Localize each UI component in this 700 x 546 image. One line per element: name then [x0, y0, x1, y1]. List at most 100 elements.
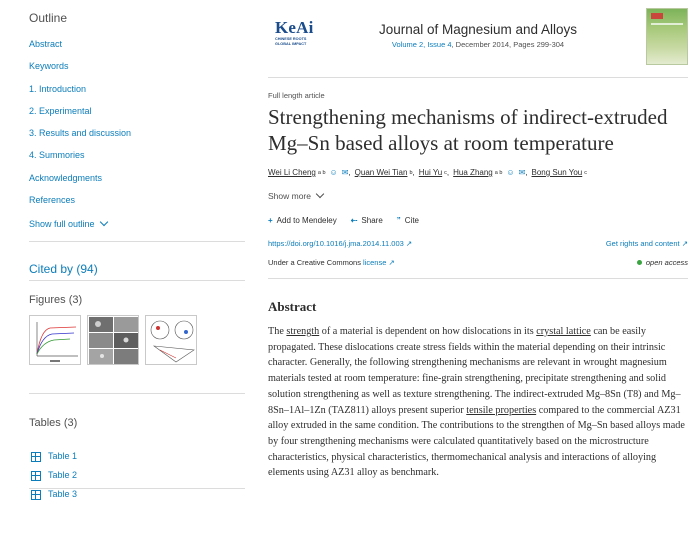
- journal-info: Journal of Magnesium and Alloys Volume 2…: [268, 22, 688, 49]
- author-affiliation: c: [444, 169, 447, 176]
- figures-title: Figures (3): [29, 294, 83, 307]
- term-link-strength[interactable]: strength: [286, 326, 320, 337]
- outline-title: Outline: [29, 11, 68, 25]
- article-type: Full length article: [268, 91, 325, 100]
- term-link-tensile-properties[interactable]: tensile properties: [466, 404, 537, 416]
- chevron-down-icon: [315, 189, 325, 199]
- abstract-fragment: The: [268, 326, 287, 337]
- doi-text: https://doi.org/10.1016/j.jma.2014.11.00…: [268, 239, 404, 248]
- plus-icon: +: [268, 216, 273, 225]
- table-link-3[interactable]: Table 3: [29, 485, 245, 504]
- rights-text: Get rights and content: [605, 239, 680, 248]
- journal-title[interactable]: Journal of Magnesium and Alloys: [378, 22, 578, 37]
- table-link-label: Table 1: [48, 451, 78, 462]
- author-affiliation: b: [409, 169, 413, 176]
- table-link-label: Table 2: [48, 470, 78, 481]
- show-full-outline-label: Show full outline: [29, 219, 95, 230]
- line-graph-thumbnail-icon: [36, 322, 78, 363]
- outline-item-acknowledgments[interactable]: Acknowledgments: [29, 172, 103, 183]
- keai-logo[interactable]: KeAi CHINESE ROOTS GLOBAL IMPACT: [275, 19, 317, 46]
- license-prefix: Under a Creative Commons: [268, 258, 364, 267]
- show-full-outline-button[interactable]: Show full outline: [29, 211, 245, 241]
- table-link-1[interactable]: Table 1: [29, 447, 245, 466]
- author-link[interactable]: Wei Li Cheng: [268, 168, 316, 177]
- show-more-label: Show more: [268, 191, 311, 201]
- outline-item-introduction[interactable]: 1. Introduction: [29, 83, 87, 94]
- author-affiliation: a b: [494, 169, 503, 176]
- table-icon: [31, 451, 41, 462]
- journal-cover-image[interactable]: [646, 8, 688, 65]
- author-affiliation: c: [584, 169, 587, 176]
- quote-icon: ”: [396, 216, 401, 225]
- tables-list: Table 1 Table 2 Table 3: [29, 447, 245, 520]
- figure-thumbnails: [29, 315, 245, 393]
- outline-item-results[interactable]: 3. Results and discussion: [29, 128, 132, 139]
- article-actions: + Add to Mendeley ⇠ Share ” Cite: [268, 216, 688, 225]
- share-label: Share: [361, 216, 383, 225]
- table-icon: [31, 470, 41, 481]
- author-list: Wei Li Cheng a b ☺ ✉, Quan Wei Tian b, Hui …: [268, 168, 587, 177]
- external-link-icon: ↗: [405, 239, 413, 248]
- outline-item-references[interactable]: References: [29, 195, 76, 206]
- article-title: Strengthening mechanisms of indirect-ext…: [268, 105, 668, 155]
- outline-list: Abstract Keywords 1. Introduction 2. Exp…: [29, 33, 245, 211]
- outline-item-abstract[interactable]: Abstract: [29, 39, 63, 49]
- external-link-icon: ↗: [388, 258, 395, 267]
- date-pages: , December 2014, Pages 299-304: [451, 40, 565, 49]
- figure-thumbnail-3[interactable]: [145, 315, 197, 366]
- chevron-down-icon: [99, 218, 108, 227]
- tables-section: Tables (3) Table 1 Table 2 Table 3: [29, 394, 245, 520]
- external-link-icon: ↗: [681, 239, 688, 248]
- logo-subtitle: CHINESE ROOTS GLOBAL IMPACT: [275, 37, 307, 46]
- add-to-mendeley-button[interactable]: + Add to Mendeley: [268, 216, 337, 225]
- abstract-fragment: of a material is dependent on how disloc…: [319, 326, 537, 337]
- email-icon[interactable]: ✉: [341, 168, 349, 177]
- outline-item-experimental[interactable]: 2. Experimental: [29, 105, 92, 116]
- doi-row: https://doi.org/10.1016/j.jma.2014.11.00…: [268, 239, 688, 248]
- share-button[interactable]: ⇠ Share: [351, 216, 383, 225]
- author-link[interactable]: Quan Wei Tian: [354, 168, 408, 177]
- author-affiliation: a b: [317, 169, 326, 176]
- outline-section: Outline Abstract Keywords 1. Introductio…: [29, 0, 245, 243]
- table-link-label: Table 3: [48, 489, 78, 500]
- micrograph-thumbnail-icon: [89, 317, 138, 365]
- abstract-title: Abstract: [268, 299, 317, 314]
- pole-figure-thumbnail-icon: [150, 321, 195, 363]
- person-icon[interactable]: ☺: [329, 168, 338, 177]
- cited-by-link[interactable]: Cited by (94): [29, 262, 98, 277]
- abstract-fragment: compared to the commercial AZ31 alloy ex…: [268, 404, 685, 479]
- outline-item-keywords[interactable]: Keywords: [29, 61, 69, 72]
- author-link[interactable]: Bong Sun You: [531, 168, 583, 177]
- abstract-text: The strength of a material is dependent …: [268, 324, 688, 481]
- open-access-label: open access: [645, 258, 688, 267]
- email-icon[interactable]: ✉: [518, 168, 526, 177]
- volume-issue-link[interactable]: Volume 2, Issue 4: [391, 40, 452, 49]
- license-row: Under a Creative Commons license ↗ open …: [268, 258, 688, 279]
- article-main: KeAi CHINESE ROOTS GLOBAL IMPACT Journal…: [268, 0, 688, 481]
- license-link[interactable]: license: [363, 258, 387, 267]
- show-more-button[interactable]: Show more: [268, 189, 688, 201]
- tables-title: Tables (3): [29, 417, 78, 430]
- person-icon[interactable]: ☺: [506, 168, 515, 177]
- term-link-crystal-lattice[interactable]: crystal lattice: [536, 326, 591, 337]
- abstract-fragment: can be easily propagated. These dislocat…: [268, 326, 681, 416]
- figure-thumbnail-2[interactable]: [87, 315, 139, 366]
- rights-link[interactable]: Get rights and content ↗: [606, 239, 688, 248]
- sidebar: Outline Abstract Keywords 1. Introductio…: [0, 0, 248, 546]
- share-icon: ⇠: [350, 216, 358, 225]
- author-link[interactable]: Hua Zhang: [453, 168, 493, 177]
- table-link-2[interactable]: Table 2: [29, 466, 245, 485]
- author-link[interactable]: Hui Yu: [418, 168, 443, 177]
- cite-label: Cite: [404, 216, 420, 225]
- figure-thumbnail-1[interactable]: [29, 315, 81, 366]
- cited-by-section: Cited by (94): [29, 242, 245, 282]
- outline-item-summories[interactable]: 4. Summories: [29, 150, 85, 161]
- journal-header: KeAi CHINESE ROOTS GLOBAL IMPACT Journal…: [268, 0, 688, 78]
- table-icon: [31, 489, 41, 500]
- figures-section: Figures (3): [29, 281, 245, 395]
- license-info: Under a Creative Commons license ↗: [268, 258, 395, 267]
- mendeley-label: Add to Mendeley: [276, 216, 337, 225]
- sidebar-divider: [29, 488, 245, 489]
- doi-link[interactable]: https://doi.org/10.1016/j.jma.2014.11.00…: [268, 239, 412, 248]
- cite-button[interactable]: ” Cite: [397, 216, 419, 225]
